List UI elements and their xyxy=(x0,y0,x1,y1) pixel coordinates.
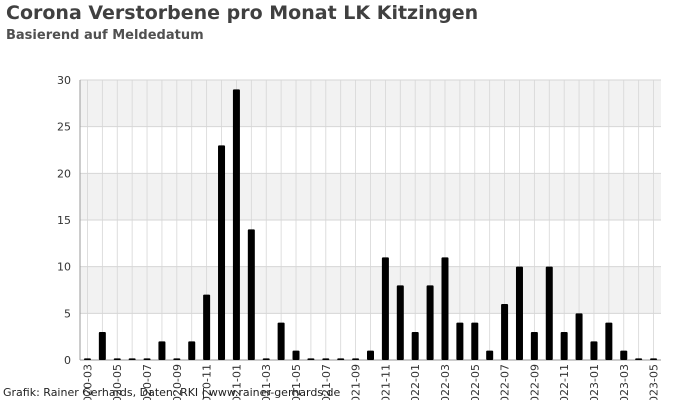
y-tick-label: 30 xyxy=(57,74,71,87)
bar xyxy=(203,294,211,360)
y-tick-label: 15 xyxy=(57,214,71,227)
x-tick-label: 2020-09 xyxy=(171,364,184,400)
x-tick-label: 2021-03 xyxy=(260,364,273,400)
bar xyxy=(590,341,598,360)
bar xyxy=(113,358,121,360)
x-tick-label: 2022-01 xyxy=(409,364,422,400)
x-tick-label: 2022-11 xyxy=(558,364,571,400)
x-tick-label: 2022-05 xyxy=(469,364,482,400)
x-tick-label: 2023-05 xyxy=(648,364,661,400)
x-tick-label: 2020-05 xyxy=(111,364,124,400)
bar xyxy=(322,358,330,360)
x-tick-label: 2021-07 xyxy=(320,364,333,400)
bar xyxy=(545,266,553,360)
y-tick-label: 20 xyxy=(57,167,71,180)
source-credit: Grafik: Rainer Gerhards, Daten: RKI | ww… xyxy=(3,386,341,399)
bar xyxy=(530,332,538,360)
bar xyxy=(292,350,300,360)
x-tick-label: 2020-07 xyxy=(141,364,154,400)
bar xyxy=(262,358,270,360)
bar xyxy=(83,358,91,360)
chart-title: Corona Verstorbene pro Monat LK Kitzinge… xyxy=(6,2,479,24)
chart-subtitle: Basierend auf Meldedatum xyxy=(6,28,204,43)
bar xyxy=(650,358,658,360)
y-tick-labels: 0 5 10 15 20 25 30 xyxy=(57,74,71,367)
y-tick-label: 10 xyxy=(57,261,71,274)
bar xyxy=(232,89,240,360)
bar xyxy=(575,313,583,360)
x-tick-label: 2021-11 xyxy=(379,364,392,400)
x-tick-label: 2022-09 xyxy=(528,364,541,400)
x-tick-label: 2022-03 xyxy=(439,364,452,400)
bar xyxy=(501,304,509,360)
bar xyxy=(367,350,374,360)
bar xyxy=(456,322,464,360)
y-tick-label: 5 xyxy=(64,307,71,320)
bar xyxy=(173,358,181,360)
bar xyxy=(426,285,434,360)
bar xyxy=(486,350,494,360)
bar xyxy=(620,350,628,360)
x-tick-label: 2023-03 xyxy=(618,364,631,400)
x-tick-label: 2021-05 xyxy=(290,364,303,400)
bar xyxy=(605,322,613,360)
bar xyxy=(396,285,404,360)
x-tick-labels: 2020-03 2020-05 2020-07 2020-09 2020-11 2021-… xyxy=(81,364,660,400)
x-tick-label: 2022-07 xyxy=(499,364,512,400)
x-tick-label: 2021-09 xyxy=(350,364,363,400)
bar xyxy=(218,145,226,360)
bar xyxy=(560,332,568,360)
x-tick-label: 2020-11 xyxy=(201,364,214,400)
bar xyxy=(471,322,479,360)
bar xyxy=(411,332,419,360)
x-tick-label: 2021-01 xyxy=(230,364,243,400)
bar xyxy=(441,257,449,360)
x-tick-label: 2020-03 xyxy=(81,364,94,400)
bar xyxy=(247,229,255,360)
y-tick-label: 0 xyxy=(64,354,71,367)
bar xyxy=(128,358,136,360)
bars xyxy=(83,89,658,360)
bar xyxy=(307,358,315,360)
bar xyxy=(515,266,523,360)
gridlines xyxy=(80,79,661,361)
bar xyxy=(352,358,360,360)
y-tick-label: 25 xyxy=(57,121,71,134)
bar xyxy=(381,257,389,360)
bar xyxy=(277,322,285,360)
bar xyxy=(635,358,643,360)
bar xyxy=(158,341,166,360)
bar xyxy=(98,332,106,360)
bar xyxy=(337,358,345,360)
bar xyxy=(143,358,151,360)
bar xyxy=(188,341,196,360)
x-tick-label: 2023-01 xyxy=(588,364,601,400)
